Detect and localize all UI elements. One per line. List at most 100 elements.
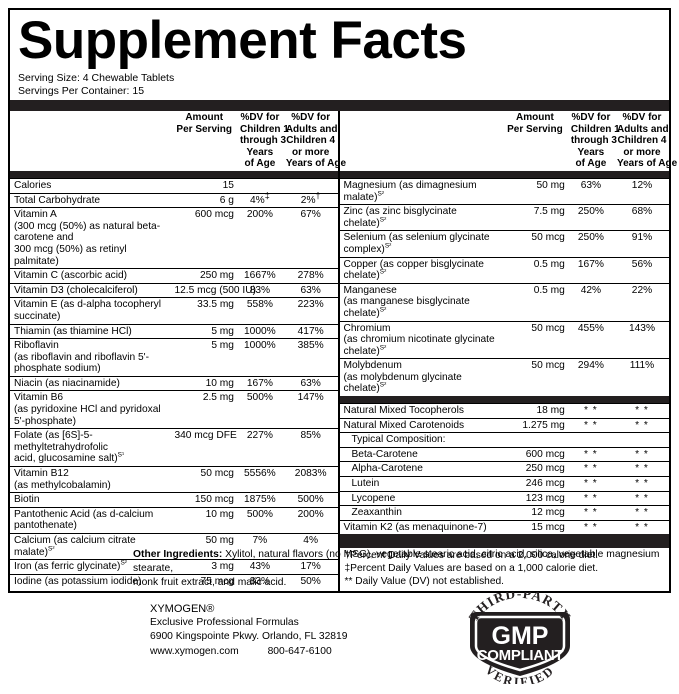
nutrient-amount: 50 mcg	[500, 358, 567, 397]
company-phone[interactable]: 800-647-6100	[267, 645, 332, 657]
nutrient-amount: 5 mg	[170, 323, 236, 339]
nutrient-source-line: (as riboflavin and riboflavin 5'-phospha…	[14, 351, 150, 375]
nutrition-columns: Amount Per Serving %DV for Children 1 th…	[10, 111, 677, 592]
serving-size: Serving Size: 4 Chewable Tablets	[18, 72, 175, 84]
table-row: Vitamin B6 (as pyridoxine HCl and pyridox…	[10, 390, 338, 429]
nutrient-dv-adults: * *	[612, 446, 669, 462]
nutrient-source-line: acid, glucosamine salt)S¹	[14, 452, 125, 465]
nutrient-name: Magnesium (as dimagnesium malate)S²	[339, 177, 501, 205]
other-ingredients-heading: Other Ingredients:	[133, 549, 223, 560]
nutrient-amount: 15 mcg	[500, 519, 567, 535]
nutrient-amount: 50 mcg	[170, 466, 236, 493]
table-row: Magnesium (as dimagnesium malate)S² 50 mg…	[339, 177, 669, 205]
nutrient-dv-adults: * *	[612, 519, 669, 535]
header-dv-adults: %DV for Adults and Children 4 or more Ye…	[285, 112, 347, 170]
nutrient-dv-children: 1875%	[235, 492, 282, 508]
nutrient-amount: 75 mcg	[170, 573, 236, 589]
nutrient-amount: 3 mg	[170, 559, 236, 575]
table-row: Iodine (as potassium iodide) 75 mcg 83% 50%	[10, 573, 338, 589]
nutrient-dv-adults: 2083%	[281, 466, 338, 493]
table-row: Pantothenic Acid (as d-calcium pantothen…	[10, 506, 338, 534]
table-row: Zinc (as zinc bisglycinate chelate)S² 7.5…	[339, 204, 669, 231]
nutrient-dv-adults	[281, 177, 338, 194]
table-row: Biotin 150 mcg 1875% 500%	[10, 492, 338, 508]
nutrient-dv-children: 83%	[235, 282, 282, 298]
nutrient-amount: 600 mcg	[500, 446, 567, 462]
company-tagline: Exclusive Professional Formulas	[150, 617, 299, 629]
bottom-info-area: Other Ingredients: Xylitol, natural flav…	[8, 548, 671, 688]
table-row: Vitamin C (ascorbic acid) 250 mg 1667% 278%	[10, 268, 338, 284]
nutrient-amount: 5 mg	[170, 338, 236, 377]
header-dv-children: %DV for Children 1 through 3 Years of Ag…	[239, 112, 289, 170]
nutrient-dv-adults: 417%	[281, 323, 338, 339]
nutrient-name: Molybdenum (as molybdenum glycinate chela…	[339, 358, 501, 397]
table-row: Copper (as copper bisglycinate chelate)S…	[339, 256, 669, 284]
nutrient-name: Selenium (as selenium glycinate complex)…	[339, 230, 501, 258]
nutrient-dv-adults: 63%	[281, 282, 338, 298]
nutrient-amount: 12.5 mcg (500 IU)	[170, 282, 256, 298]
section-rule-right	[339, 396, 669, 404]
table-row: Lutein 246 mcg * * * *	[339, 476, 669, 492]
nutrient-name: Riboflavin (as riboflavin and riboflavin …	[10, 338, 171, 377]
nutrient-dv-children: 1000%	[235, 323, 282, 339]
nutrient-name: Chromium (as chromium nicotinate glycinat…	[339, 320, 501, 359]
table-row: Vitamin K2 (as menaquinone-7) 15 mcg * * * …	[339, 519, 669, 535]
page-title: Supplement Facts	[18, 11, 467, 70]
nutrient-amount: 600 mcg	[170, 207, 236, 269]
table-row: Vitamin E (as d-alpha tocopheryl succina…	[10, 297, 338, 324]
nutrient-rows-left: Calories 15 Total Carbohydrate 6 g 4%‡ 2%† Vit…	[10, 177, 338, 589]
nutrient-dv-children: 63%	[566, 177, 613, 205]
table-row: Chromium (as chromium nicotinate glycinat…	[339, 320, 669, 359]
serving-info: Serving Size: 4 Chewable Tablets Serving…	[10, 69, 669, 100]
nutrient-source-line: (as methylcobalamin)	[14, 479, 111, 491]
nutrient-amount: 123 mcg	[500, 490, 567, 506]
table-row: Iron (as ferric glycinate)S² 3 mg 43% 17%	[10, 559, 338, 575]
nutrient-source-line: (as manganese bisglycinate chelate)S²	[343, 296, 470, 319]
nutrient-dv-adults: 385%	[281, 338, 338, 377]
nutrient-dv-children: 1667%	[235, 268, 282, 284]
nutrient-dv-adults: 2%†	[281, 191, 338, 208]
table-row: Calories 15	[10, 177, 338, 194]
nutrient-dv-children: 7%	[235, 532, 282, 560]
table-row: Beta-Carotene 600 mcg * * * *	[339, 446, 669, 462]
nutrient-dv-adults: 67%	[281, 207, 338, 269]
nutrient-name: Biotin	[10, 492, 171, 508]
table-row: Vitamin D3 (cholecalciferol) 12.5 mcg (50…	[10, 282, 338, 298]
nutrient-dv-children: * *	[566, 519, 613, 535]
servings-per-container: Servings Per Container: 15	[18, 84, 145, 97]
nutrient-dv-children	[566, 432, 613, 448]
table-row: Lycopene 123 mcg * * * *	[339, 490, 669, 506]
table-row: Vitamin B12 (as methylcobalamin) 50 mcg 555…	[10, 466, 338, 493]
nutrient-name: Vitamin K2 (as menaquinone-7)	[339, 519, 501, 535]
nutrient-source-line: (as molybdenum glycinate chelate)S²	[343, 371, 462, 395]
nutrient-dv-children: 167%	[235, 375, 282, 391]
table-row: Zeaxanthin 12 mcg * * * *	[339, 505, 669, 521]
other-ingredients-text: Xylitol, natural flavors (no MSG), veget…	[133, 549, 660, 574]
nutrient-dv-children: 250%	[566, 204, 613, 231]
nutrient-dv-children: * *	[566, 461, 613, 477]
nutrient-name: Beta-Carotene	[339, 446, 501, 462]
nutrient-dv-children: 558%	[235, 297, 282, 324]
nutrient-table-left: Amount Per Serving %DV for Children 1 th…	[10, 111, 347, 171]
nutrient-name: Iodine (as potassium iodide)	[10, 573, 171, 589]
company-website[interactable]: www.xymogen.com	[150, 645, 239, 657]
nutrient-dv-adults: 22%	[612, 282, 669, 321]
nutrient-name: Iron (as ferric glycinate)S²	[10, 559, 171, 575]
nutrient-amount: 0.5 mg	[500, 256, 567, 284]
nutrient-dv-adults: 278%	[281, 268, 338, 284]
nutrient-dv-adults: * *	[612, 476, 669, 492]
nutrient-name: Natural Mixed Tocopherols	[339, 403, 501, 419]
nutrient-source-line: (300 mcg (50%) as natural beta-carotene …	[14, 220, 161, 244]
nutrient-amount: 12 mcg	[500, 505, 567, 521]
nutrient-name: Vitamin D3 (cholecalciferol)	[10, 282, 171, 298]
nutrient-dv-children: 294%	[566, 358, 613, 397]
nutrient-dv-children: * *	[566, 490, 613, 506]
nutrient-dv-adults	[612, 432, 669, 448]
nutrient-dv-children: 500%	[235, 390, 282, 429]
table-row: Molybdenum (as molybdenum glycinate chela…	[339, 358, 669, 397]
nutrient-dv-children: * *	[566, 417, 613, 433]
nutrient-source-line: 300 mcg (50%) as retinyl palmitate)	[14, 243, 127, 267]
nutrient-name: Thiamin (as thiamine HCl)	[10, 323, 171, 339]
nutrient-amount	[500, 432, 567, 448]
nutrient-amount: 50 mcg	[500, 230, 567, 258]
